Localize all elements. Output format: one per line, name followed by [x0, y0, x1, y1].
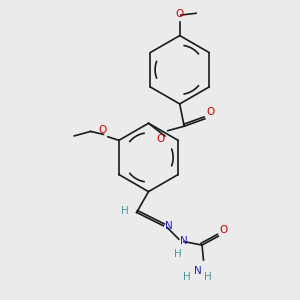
Text: H: H — [122, 206, 129, 216]
Text: H: H — [174, 249, 182, 259]
Text: O: O — [176, 9, 184, 19]
Text: O: O — [98, 125, 106, 135]
Text: H: H — [183, 272, 191, 282]
Text: O: O — [157, 134, 165, 144]
Text: N: N — [180, 236, 188, 246]
Text: N: N — [165, 221, 172, 231]
Text: O: O — [220, 225, 228, 235]
Text: O: O — [206, 107, 215, 117]
Text: N: N — [194, 266, 201, 276]
Text: H: H — [204, 272, 212, 282]
